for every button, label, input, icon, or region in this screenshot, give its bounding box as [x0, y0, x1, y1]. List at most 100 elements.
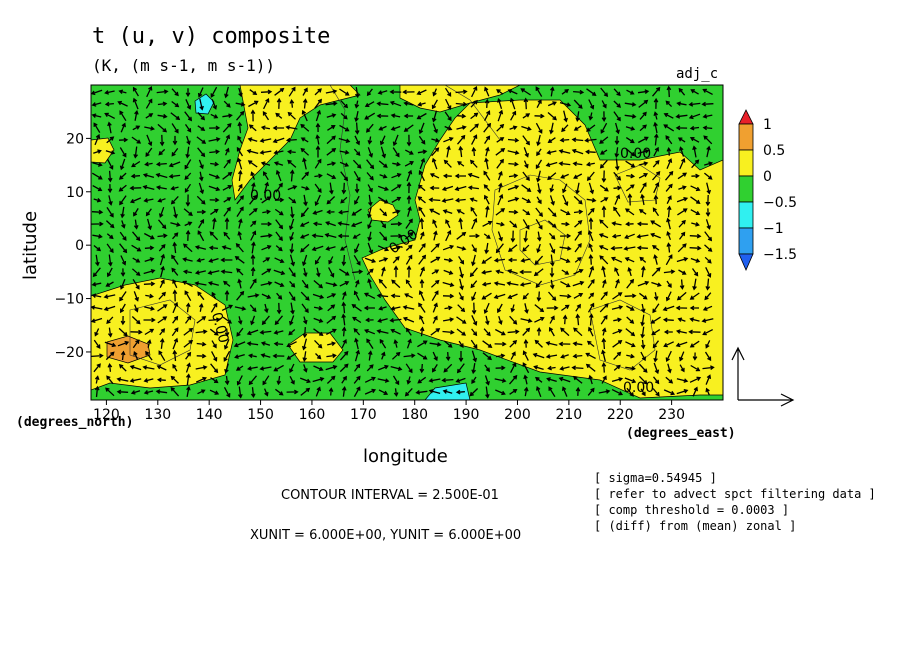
wind-vector — [650, 232, 661, 239]
wind-vector — [289, 231, 295, 241]
wind-vector — [523, 230, 529, 243]
wind-vector — [325, 89, 338, 94]
wind-vector — [676, 388, 689, 395]
wind-vector — [353, 375, 361, 384]
wind-vector — [208, 245, 218, 251]
wind-vector — [612, 340, 623, 348]
wind-vector — [406, 338, 412, 349]
wind-vector — [312, 376, 325, 383]
wind-vector — [625, 366, 636, 371]
wind-vector — [459, 278, 464, 291]
wind-vector — [289, 363, 295, 374]
wind-vector — [585, 363, 596, 372]
wind-vector — [404, 161, 414, 167]
wind-vector — [574, 242, 582, 253]
wind-vector — [637, 148, 650, 155]
wind-vector — [456, 209, 465, 215]
wind-vector — [653, 146, 659, 157]
wind-vector — [196, 209, 207, 215]
wind-vector — [535, 122, 543, 134]
wind-vector — [431, 99, 438, 110]
wind-vector — [381, 351, 386, 360]
wind-vector — [509, 374, 518, 385]
colorbar-bottom-triangle — [738, 253, 754, 271]
wind-vector — [275, 112, 283, 119]
wind-vector — [613, 351, 622, 360]
wind-vector — [536, 291, 542, 302]
wind-vector — [690, 209, 701, 216]
wind-vector — [523, 386, 529, 397]
wind-vector — [547, 137, 556, 144]
wind-vector — [378, 160, 388, 168]
wind-vector — [548, 291, 557, 301]
wind-vector — [185, 88, 191, 98]
wind-vector — [156, 89, 169, 95]
wind-vector — [288, 329, 296, 336]
wind-vector — [145, 113, 154, 119]
wind-vector — [211, 99, 218, 110]
wind-vector — [379, 231, 388, 241]
wind-vector — [326, 113, 337, 118]
wind-vector — [559, 293, 572, 299]
wind-vector — [246, 341, 259, 347]
wind-vector — [340, 112, 348, 120]
wind-vector — [143, 232, 155, 240]
wind-vector — [611, 233, 621, 239]
wind-vector — [118, 172, 127, 180]
x-tick-label: 180 — [401, 407, 428, 423]
wind-vector — [456, 231, 467, 240]
wind-vector — [454, 185, 467, 192]
wind-vector — [184, 290, 192, 302]
wind-vector — [510, 362, 517, 373]
wind-vector — [652, 171, 661, 181]
wind-vector — [337, 233, 350, 239]
wind-vector — [91, 305, 103, 310]
wind-vector — [389, 317, 402, 323]
wind-vector — [495, 269, 504, 275]
wind-vector — [650, 316, 661, 324]
wind-vector — [601, 100, 607, 109]
wind-vector — [417, 149, 428, 155]
wind-vector — [704, 161, 714, 166]
wind-vector — [405, 149, 414, 155]
wind-vector — [275, 388, 284, 396]
wind-vector — [144, 126, 155, 131]
wind-vector — [133, 291, 139, 302]
wind-vector — [367, 136, 373, 145]
wind-vector — [666, 217, 671, 230]
wind-vector — [419, 363, 425, 374]
wind-vector — [300, 147, 310, 156]
wind-vector — [625, 126, 636, 131]
wind-vector — [195, 365, 208, 370]
x-tick-label: 170 — [350, 407, 377, 423]
wind-vector — [493, 293, 506, 300]
wind-vector — [301, 254, 308, 267]
wind-vector — [172, 289, 178, 302]
wind-vector — [573, 195, 583, 205]
wind-vector — [536, 327, 542, 336]
wind-vector — [471, 291, 477, 302]
wind-vector — [560, 327, 570, 337]
wind-vector — [170, 195, 179, 205]
wind-vector — [130, 173, 141, 179]
wind-vector — [353, 363, 361, 372]
wind-vector — [652, 303, 660, 314]
wind-vector — [677, 137, 686, 143]
wind-vector — [366, 268, 374, 276]
wind-vector — [276, 302, 282, 315]
wind-vector — [679, 157, 686, 170]
wind-vector — [549, 243, 556, 254]
wind-vector — [638, 161, 649, 166]
wind-vector — [107, 254, 113, 267]
wind-vector — [561, 304, 570, 312]
wind-vector — [536, 134, 541, 147]
wind-vector — [459, 266, 464, 279]
wind-vector — [93, 363, 101, 373]
wind-vector — [599, 149, 608, 155]
wind-vector — [677, 243, 687, 253]
wind-vector — [652, 340, 660, 349]
wind-vector — [352, 316, 362, 324]
wind-vector — [276, 97, 282, 109]
wind-vector — [416, 112, 427, 120]
wind-vector — [236, 268, 244, 276]
